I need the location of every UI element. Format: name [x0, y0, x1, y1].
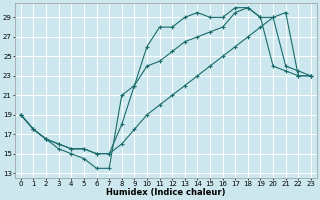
X-axis label: Humidex (Indice chaleur): Humidex (Indice chaleur) — [106, 188, 226, 197]
